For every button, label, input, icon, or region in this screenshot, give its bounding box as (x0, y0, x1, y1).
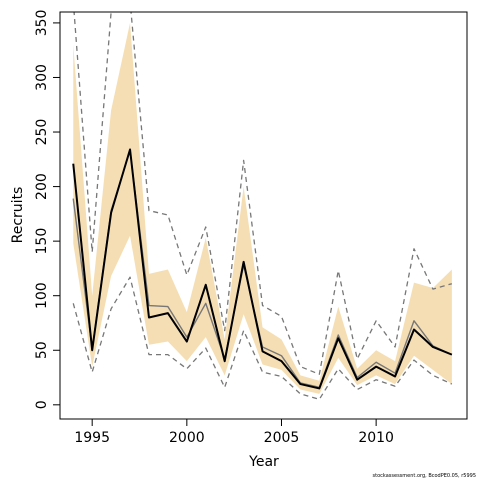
y-tick-label: 350 (34, 10, 50, 37)
series-line-estimate (72, 148, 453, 390)
x-axis: 1995 2000 2005 2010 (74, 418, 394, 446)
x-tick-label: 1995 (74, 430, 110, 446)
y-tick-label: 100 (34, 282, 50, 309)
x-tick-label: 2010 (358, 430, 394, 446)
confidence-band-layer (73, 22, 452, 394)
footer-note: stockassessment.org, BcodPE0.05, r5995 (373, 473, 476, 479)
series-line-upper-interval (73, 12, 453, 375)
confidence-band (73, 22, 452, 394)
y-axis-label: Recruits (10, 187, 26, 244)
x-tick-label: 2005 (264, 430, 300, 446)
x-tick-label: 2000 (169, 430, 205, 446)
y-tick-label: 150 (34, 228, 50, 255)
y-tick-label: 200 (34, 173, 50, 200)
y-tick-label: 250 (34, 119, 50, 146)
x-axis-label: Year (248, 454, 279, 470)
y-tick-label: 50 (34, 341, 50, 359)
series-lines-layer (72, 12, 453, 401)
y-axis: 0 50 100 150 200 250 300 350 (34, 10, 61, 409)
y-tick-label: 300 (34, 64, 50, 91)
y-tick-label: 0 (34, 400, 50, 409)
series-line-lower-interval (72, 276, 453, 401)
